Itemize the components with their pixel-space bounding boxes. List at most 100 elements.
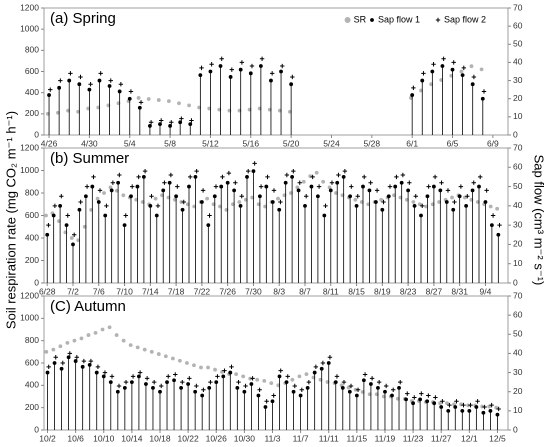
sap-point (433, 395, 438, 400)
sr-point (321, 179, 326, 184)
x-tick-label: 6/5 (447, 138, 459, 148)
y2-tick-label: 20 (513, 239, 523, 249)
sap-point (239, 60, 245, 65)
sap-point (84, 184, 90, 189)
sap-point (220, 174, 225, 180)
sap-point (495, 412, 500, 417)
sap-point (199, 200, 204, 204)
sr-point (177, 101, 181, 106)
sr-point (417, 202, 422, 207)
x-tick-label: 7/14 (142, 286, 159, 296)
y-tick-label: 200 (25, 255, 39, 265)
sap-point (222, 368, 227, 373)
sap-point (480, 96, 485, 101)
sap-point (400, 172, 406, 178)
sr-point (149, 349, 154, 354)
sap-point (257, 194, 262, 199)
sr-point (262, 378, 267, 383)
sap-point (148, 120, 154, 125)
sr-point (353, 387, 358, 392)
x-tick-label: 6/1 (406, 138, 418, 148)
sap-point (488, 408, 493, 413)
sap-point (88, 358, 94, 364)
y2-tick-label: 30 (513, 75, 523, 85)
sap-point (489, 223, 494, 228)
sap-point (235, 385, 240, 390)
y2-tick-label: 70 (513, 2, 523, 12)
sap-point (484, 188, 489, 193)
sap-point (426, 393, 431, 398)
sap-point (188, 174, 193, 180)
sap-point (391, 387, 396, 392)
sap-point (161, 188, 166, 193)
sr-point (79, 336, 84, 341)
sap-point (232, 188, 237, 193)
sap-point (155, 203, 161, 209)
y-tick-label: 800 (25, 45, 39, 55)
sr-point (128, 343, 133, 348)
x-tick-label: 8/31 (451, 286, 468, 296)
sap-point (445, 188, 451, 193)
sap-point (173, 372, 178, 377)
sr-point (179, 200, 184, 204)
sap-point (412, 395, 417, 400)
sap-point (341, 379, 347, 385)
sap-point (291, 168, 296, 174)
sap-point (58, 203, 63, 208)
x-tick-label: 7/10 (116, 286, 133, 296)
sap-point (376, 385, 380, 390)
sr-point (199, 365, 203, 370)
x-tick-label: 10/30 (234, 433, 256, 443)
sap-point (80, 364, 85, 369)
sap-point (431, 62, 436, 67)
y2-axis-label: Sap flow (cm³ m⁻² s⁻¹) (532, 155, 547, 286)
sap-point (108, 380, 113, 385)
legend-marker (344, 17, 351, 23)
sr-point (187, 103, 191, 108)
sap-point (386, 194, 391, 199)
sap-point (172, 378, 176, 383)
sap-point (368, 180, 373, 185)
sap-point (194, 168, 199, 174)
sap-point (122, 385, 127, 390)
sap-point (299, 387, 305, 392)
sap-point (426, 184, 431, 189)
sap-point (471, 74, 477, 80)
sr-point (102, 191, 106, 195)
x-tick-label: 5/28 (364, 138, 381, 148)
sap-point (187, 184, 191, 189)
x-tick-label: 5/20 (283, 138, 300, 148)
x-tick-label: 11/15 (347, 433, 368, 443)
x-tick-label: 5/16 (243, 138, 260, 148)
sap-point (96, 200, 101, 204)
sap-point (245, 175, 249, 179)
sap-point (225, 180, 230, 185)
sap-point (380, 207, 385, 212)
sap-point (279, 69, 283, 74)
sap-point (141, 175, 146, 179)
sap-point (154, 213, 159, 218)
sap-point (447, 402, 452, 408)
sap-point (271, 188, 277, 193)
sap-point (212, 194, 217, 199)
sap-point (264, 184, 269, 189)
y-tick-label: 1000 (20, 165, 39, 175)
sr-point (304, 372, 309, 377)
sap-point (137, 374, 141, 379)
sr-point (153, 196, 158, 201)
sap-point (88, 82, 93, 87)
sap-point (348, 194, 353, 199)
sr-point (353, 197, 358, 202)
sr-point (170, 356, 175, 361)
sap-point (265, 174, 270, 180)
y2-tick-label: 50 (513, 329, 523, 339)
x-tick-label: 12/1 (461, 433, 478, 443)
panel-title: (a) Spring (50, 10, 116, 27)
sap-point (467, 408, 472, 413)
sap-point (118, 82, 124, 87)
sr-point (65, 341, 70, 345)
sap-point (200, 188, 206, 193)
y2-tick-label: 0 (513, 424, 518, 434)
sap-point (397, 385, 401, 390)
sap-point (322, 213, 327, 218)
